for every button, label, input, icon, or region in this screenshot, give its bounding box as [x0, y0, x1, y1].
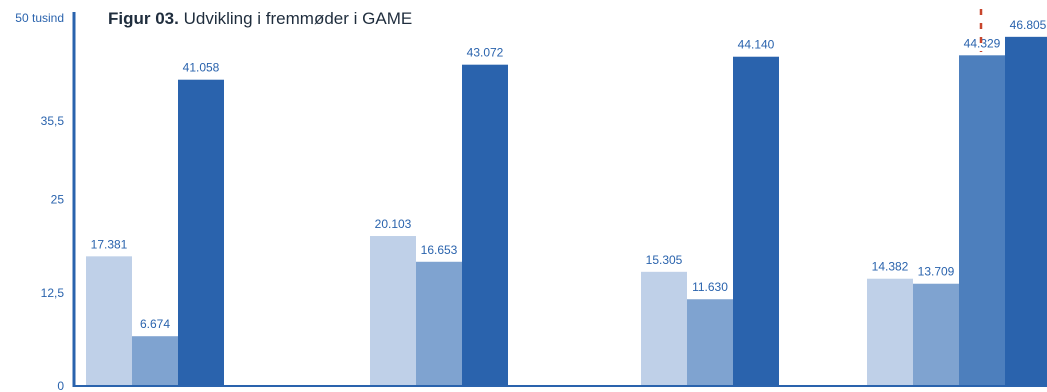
- bar: [687, 299, 733, 386]
- bar: [733, 56, 779, 386]
- bar-value-label: 43.072: [467, 46, 504, 60]
- bar-value-label: 16.653: [421, 243, 458, 257]
- chart-title: Figur 03. Udvikling i fremmøder i GAME: [108, 9, 412, 29]
- y-tick-label: 50 tusind: [15, 11, 64, 25]
- bar-value-label: 11.630: [692, 280, 728, 294]
- bar: [462, 64, 508, 387]
- bar: [641, 271, 687, 386]
- bar-value-label: 41.058: [183, 61, 220, 75]
- bar: [1005, 36, 1047, 386]
- bars: [86, 36, 1047, 387]
- bar-value-label: 44.329: [964, 36, 1001, 50]
- y-tick-label: 25: [51, 193, 65, 207]
- bar-value-label: 44.140: [738, 38, 775, 52]
- y-axis-ticks: 0 12,5 25 35,5 50 tusind: [15, 11, 64, 392]
- bar-value-label: 46.805: [1010, 18, 1047, 32]
- bar-labels: 17.381 6.674 41.058 20.103 16.653 43.072 15.30…: [91, 18, 1047, 331]
- y-tick-label: 0: [57, 379, 64, 392]
- bar: [959, 55, 1005, 386]
- bar: [132, 336, 178, 386]
- bar-value-label: 17.381: [91, 237, 128, 251]
- bar: [913, 283, 959, 386]
- bar: [370, 236, 416, 386]
- bar-value-label: 14.382: [872, 260, 909, 274]
- bar: [867, 278, 913, 386]
- bar: [416, 261, 462, 386]
- bar-value-label: 20.103: [375, 217, 412, 231]
- chart-title-prefix: Figur 03.: [108, 9, 179, 28]
- chart-title-text: Udvikling i fremmøder i GAME: [183, 9, 413, 28]
- bar: [86, 256, 132, 386]
- bar-value-label: 15.305: [646, 253, 683, 267]
- y-tick-label: 35,5: [41, 114, 65, 128]
- y-tick-label: 12,5: [41, 286, 65, 300]
- bar: [178, 79, 224, 386]
- bar-value-label: 13.709: [918, 265, 955, 279]
- bar-value-label: 6.674: [140, 317, 170, 331]
